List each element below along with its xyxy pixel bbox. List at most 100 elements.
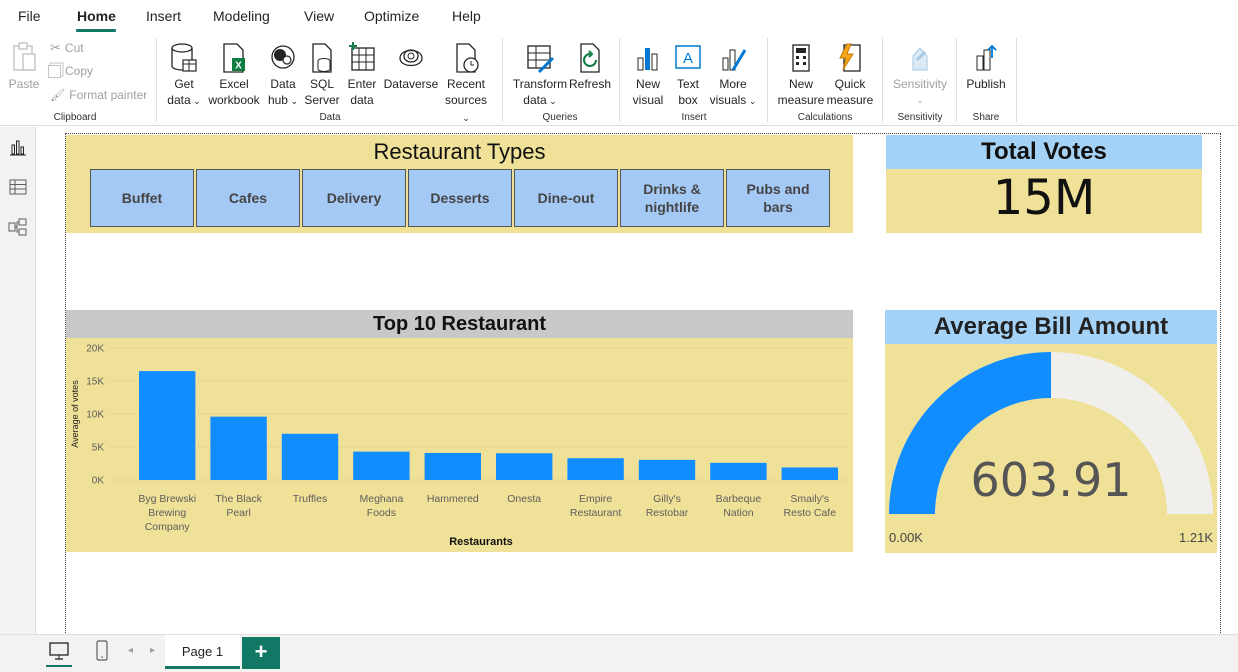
top10-bar-chart[interactable]: Top 10 Restaurant 0K 5K 10K 15K 20K Average o…	[66, 310, 853, 552]
publish-button[interactable]: Publish	[964, 42, 1008, 92]
cut-label: Cut	[64, 41, 84, 55]
x-tick-label: Empire	[579, 493, 612, 505]
table-view-icon[interactable]	[8, 177, 28, 197]
gauge-value: 603.91	[971, 453, 1132, 507]
x-tick-label: Restaurant	[570, 507, 621, 519]
card-title: Total Votes	[886, 135, 1202, 169]
paste-icon	[13, 42, 36, 71]
desktop-layout-icon[interactable]	[48, 641, 70, 661]
menu-home[interactable]: Home	[77, 8, 116, 24]
publish-label: Publish	[966, 77, 1006, 91]
card-value: 15M	[992, 170, 1096, 226]
dataverse-button[interactable]: Dataverse	[383, 42, 439, 92]
new-visual-button[interactable]: New visual	[630, 42, 666, 108]
x-tick-label: Onesta	[507, 493, 541, 505]
bar	[139, 371, 196, 480]
mobile-layout-icon[interactable]	[94, 640, 110, 662]
chevron-down-icon: ⌄	[287, 96, 299, 106]
ribbon-separator	[156, 38, 157, 122]
excel-workbook-button[interactable]: X Excel workbook	[207, 42, 261, 108]
transform-label-2: data	[523, 93, 547, 107]
x-tick-label: Gilly's	[653, 493, 681, 505]
paste-button[interactable]: Paste	[6, 42, 42, 92]
group-label-queries: Queries	[542, 112, 578, 123]
more-visuals-button[interactable]: More visuals ⌄	[709, 42, 757, 109]
bar	[638, 459, 696, 480]
calculator-icon	[792, 44, 810, 72]
text-box-label-2: box	[678, 93, 698, 107]
ribbon-separator	[1016, 38, 1017, 122]
refresh-button[interactable]: Refresh	[569, 42, 611, 92]
ribbon: Paste ✂ Cut Copy 🖌 Format painter Clipboar…	[0, 34, 1238, 126]
bar-chart-icon	[637, 48, 658, 71]
enter-data-button[interactable]: Enter data	[344, 42, 380, 108]
dataverse-icon	[399, 49, 423, 67]
slicer-button-desserts[interactable]: Desserts	[408, 169, 512, 227]
add-page-button[interactable]: +	[242, 637, 280, 669]
sql-server-button[interactable]: SQL Server	[304, 42, 340, 108]
chevron-down-icon: ⌄	[916, 95, 924, 105]
svg-text:X: X	[235, 61, 242, 72]
recent-label-2: sources	[444, 93, 488, 107]
format-painter-button[interactable]: 🖌 Format painter	[50, 88, 147, 102]
report-view-icon[interactable]	[8, 137, 28, 157]
slicer-button-buffet[interactable]: Buffet	[90, 169, 194, 227]
bar	[710, 462, 767, 480]
more-visuals-label-1: More	[719, 77, 747, 91]
slicer-button-pubs-bars[interactable]: Pubs and bars	[726, 169, 830, 227]
x-tick-label: Truffles	[293, 493, 327, 505]
chevron-down-icon: ⌄	[746, 96, 757, 106]
recent-label-1: Recent	[446, 77, 486, 91]
quick-measure-button[interactable]: Quick measure	[826, 42, 874, 108]
slicer-button-dine-out[interactable]: Dine-out	[514, 169, 618, 227]
ribbon-separator	[882, 38, 883, 122]
page-boundary	[65, 133, 1221, 633]
get-data-button[interactable]: Get data ⌄	[164, 42, 204, 109]
x-tick-label: Nation	[723, 507, 754, 519]
x-tick-label: Smaily's	[790, 493, 829, 505]
page-tab-1[interactable]: Page 1	[165, 635, 240, 669]
ribbon-separator	[619, 38, 620, 122]
scissors-icon: ✂	[50, 40, 61, 55]
scroll-right-icon[interactable]: ▸	[150, 645, 156, 656]
copy-label: Copy	[65, 64, 94, 78]
text-box-button[interactable]: A Text box	[670, 42, 706, 108]
copy-button[interactable]: Copy	[48, 64, 93, 78]
bar	[781, 467, 839, 480]
layout-active-indicator	[46, 665, 72, 667]
menu-insert[interactable]: Insert	[146, 8, 182, 24]
menu-help[interactable]: Help	[452, 8, 481, 24]
y-axis-title: Average of votes	[70, 380, 80, 448]
ribbon-separator	[767, 38, 768, 122]
sensitivity-button[interactable]: Sensitivity ⌄	[890, 42, 950, 108]
average-bill-gauge[interactable]: Average Bill Amount 603.91 0.00K 1.21K	[885, 310, 1217, 553]
new-visual-label-2: visual	[632, 93, 664, 107]
menu-file[interactable]: File	[18, 8, 41, 24]
cut-button[interactable]: ✂ Cut	[50, 40, 84, 56]
slicer-button-delivery[interactable]: Delivery	[302, 169, 406, 227]
excel-label-1: Excel	[219, 77, 249, 91]
total-votes-card[interactable]: Total Votes 15M	[886, 135, 1202, 233]
gauge-max-label: 1.21K	[1179, 530, 1213, 545]
group-label-share: Share	[972, 112, 1000, 123]
scroll-left-icon[interactable]: ◂	[128, 645, 134, 656]
gauge-fill	[889, 352, 1051, 514]
text-box-label-1: Text	[676, 77, 699, 91]
sql-label-1: SQL	[309, 77, 334, 91]
bar	[210, 416, 267, 480]
bar	[496, 453, 553, 480]
menu-view[interactable]: View	[304, 8, 335, 24]
recent-sources-button[interactable]: Recent sources ⌄	[440, 42, 492, 126]
menu-optimize[interactable]: Optimize	[364, 8, 420, 24]
new-visual-label-1: New	[635, 77, 660, 91]
transform-data-button[interactable]: Transform data ⌄	[512, 42, 568, 109]
data-hub-button[interactable]: Data hub ⌄	[264, 42, 302, 109]
quick-measure-label-1: Quick	[834, 77, 866, 91]
sensitivity-icon	[912, 47, 928, 71]
slicer-button-cafes[interactable]: Cafes	[196, 169, 300, 227]
model-view-icon[interactable]	[8, 217, 28, 237]
new-measure-button[interactable]: New measure	[777, 42, 825, 108]
menu-modeling[interactable]: Modeling	[213, 8, 270, 24]
slicer-button-drinks-nightlife[interactable]: Drinks & nightlife	[620, 169, 724, 227]
new-measure-label-2: measure	[777, 93, 825, 107]
